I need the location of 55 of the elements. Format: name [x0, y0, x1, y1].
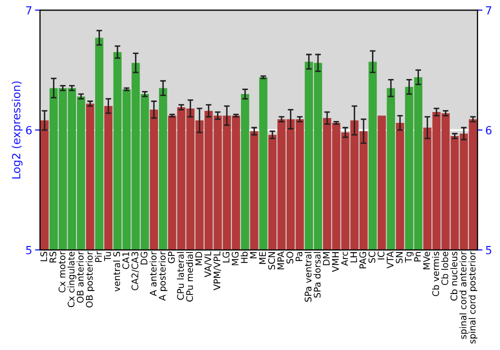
x-tick-label: M: [250, 252, 257, 258]
x-tick-label: VTA: [386, 251, 394, 268]
x-tick-label: GP: [168, 252, 175, 264]
x-tick-label: SPa dorsal: [314, 252, 321, 298]
x-tick-label: VPM/VPL: [214, 251, 222, 290]
x-tick-label: MVe: [423, 252, 430, 270]
x-tick-label: DG: [140, 252, 148, 264]
x-tick-label: A posterior: [158, 251, 168, 301]
x-tick-label: Cb lobe: [441, 252, 448, 286]
x-tick-label: SPa ventral: [304, 252, 312, 302]
x-tick-label: CPu medial: [186, 252, 194, 302]
x-tick-label: CA1: [122, 252, 130, 270]
x-tick-label: spinal cord posterior: [468, 251, 478, 344]
x-tick-label: Cx cingulate: [68, 252, 76, 308]
x-tick-label: VMH: [332, 252, 339, 272]
y-tick-label: 5: [26, 246, 32, 254]
x-tick-label: SCN: [268, 252, 276, 270]
x-tick-label: LS: [40, 252, 48, 262]
x-tick-label: LH: [350, 252, 357, 262]
x-tick-label: DM: [323, 252, 330, 266]
y-tick-label: 7: [26, 6, 32, 14]
x-tick-label: MD: [195, 252, 202, 266]
x-tick-label: RS: [49, 252, 56, 262]
y2-tick-label: 5: [486, 246, 492, 254]
x-tick-label: VA/VL: [204, 251, 212, 278]
x-tick-label: ventral S: [113, 252, 120, 292]
x-tick-label: Arc: [341, 252, 348, 266]
x-tick-label: Hb: [240, 252, 248, 263]
x-tick-label: CPu lateral: [176, 252, 184, 300]
x-tick-label: Pir: [94, 251, 102, 262]
x-tick-label: Tg: [405, 252, 414, 263]
x-tick-label: A anterior: [150, 251, 157, 296]
x-tick-label: SN: [396, 252, 403, 264]
y-tick-label: 6: [26, 126, 32, 134]
x-tick-label: Pn: [414, 252, 421, 262]
x-tick-label: SO: [286, 252, 294, 264]
x-tick-label: Pa: [296, 252, 302, 261]
x-tick-label: Cb nucleus: [450, 252, 458, 301]
x-tick-label: IC: [378, 252, 384, 260]
x-tick-label: LG: [222, 252, 230, 262]
x-tick-label: SC: [368, 252, 376, 263]
x-tick-label: Cx motor: [58, 251, 66, 292]
x-tick-label: MPA: [277, 251, 284, 270]
x-tick-label: ME: [259, 252, 266, 264]
y-axis-title: Log2 (expression): [12, 81, 23, 178]
y2-tick-label: 7: [486, 6, 492, 14]
x-tick-label: PAG: [359, 252, 366, 268]
x-tick-label: MG: [232, 252, 239, 266]
y2-tick-label: 6: [486, 126, 492, 134]
x-tick-label: Cb vermis: [432, 252, 440, 296]
x-tick-label: OB posterior: [86, 251, 94, 308]
x-tick-label: CA2/CA3: [131, 252, 140, 290]
x-tick-label: spinal cord anterior: [459, 251, 468, 339]
x-tick-label: Tu: [104, 252, 111, 262]
x-tick-label: OB anterior: [76, 251, 84, 303]
